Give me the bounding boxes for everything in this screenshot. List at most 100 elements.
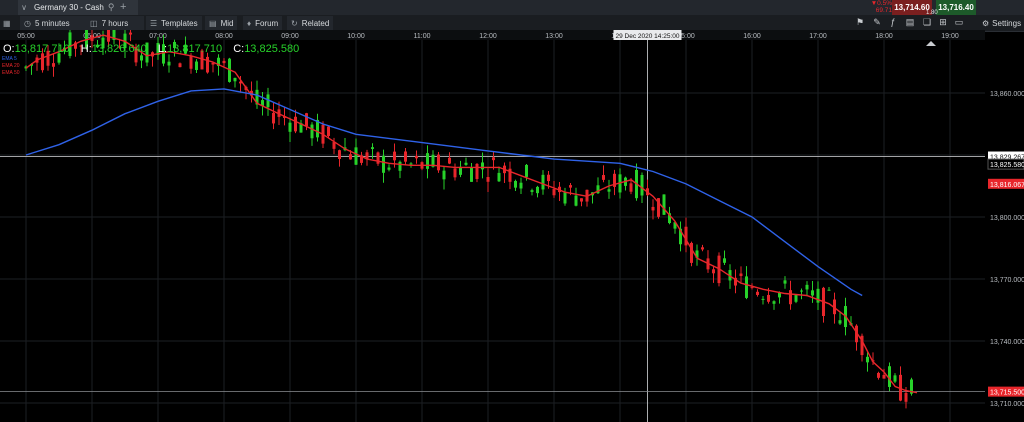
change-percent: 0.5% <box>877 0 892 7</box>
price-type-label: Mid <box>220 18 234 28</box>
x-tick-label: 13:00 <box>545 33 563 40</box>
candle-body <box>222 60 226 64</box>
compare-icon[interactable]: ⊞ <box>939 17 947 27</box>
candle-body <box>112 30 116 40</box>
scroll-marker-icon[interactable] <box>926 41 936 46</box>
layers-icon[interactable]: ❏ <box>922 17 932 27</box>
candle-body <box>552 189 556 196</box>
candle-body <box>387 167 391 170</box>
candle-body <box>310 124 314 139</box>
forum-icon: ♦ <box>247 18 252 28</box>
candle-body <box>393 151 396 161</box>
candle-body <box>184 45 187 54</box>
candle-body <box>431 154 435 167</box>
legend-item[interactable]: EMA 5 <box>2 56 17 62</box>
candle-body <box>470 167 473 182</box>
candle-body <box>327 126 330 137</box>
x-tick-label: 07:00 <box>149 33 167 40</box>
candle-body <box>426 153 429 169</box>
candle-body <box>145 42 149 63</box>
candle-body <box>800 290 803 292</box>
crosshair-time-label: 29 Dec 2020 14:25:00 <box>616 33 680 40</box>
candle-body <box>580 198 583 202</box>
x-tick-label: 09:00 <box>281 33 299 40</box>
candle-body <box>382 155 385 173</box>
candle-body <box>574 195 578 206</box>
candle-body <box>448 157 451 164</box>
y-tick-label: 13,800.000 <box>990 215 1024 222</box>
interval-select[interactable]: ◷ 5 minutes <box>20 16 90 30</box>
price-type-button[interactable]: ▤ Mid <box>205 16 238 30</box>
candle-body <box>354 147 358 165</box>
chart-line-icon: ∨ <box>21 3 27 12</box>
candle-body <box>239 81 242 84</box>
drawing-tools-icon[interactable]: ✎ <box>873 17 881 27</box>
x-tick-label: 15:00 <box>677 33 695 40</box>
candle-body <box>41 53 44 71</box>
candle-body <box>811 290 814 296</box>
price-axis-label-text: 13,715.500 <box>990 390 1024 397</box>
templates-label: Templates <box>161 18 198 28</box>
new-tab-button[interactable]: + <box>120 1 127 13</box>
candle-body <box>459 166 462 175</box>
related-button[interactable]: ↻ Related <box>287 16 334 30</box>
alert-bell-icon[interactable]: ⚑ <box>855 17 865 27</box>
low-value: 13,817.710 <box>167 43 223 55</box>
crosshair-time-box <box>613 30 682 40</box>
open-value: 13,817.710 <box>14 43 70 55</box>
series-line <box>25 34 918 394</box>
gear-icon: ⚙ <box>982 18 990 28</box>
chart-toolbar: ▦ ◷ 5 minutes ◫ 7 hours ☰ Templates ▤ Mid ♦ F… <box>0 15 1024 32</box>
candle-body <box>173 41 176 49</box>
forum-button[interactable]: ♦ Forum <box>243 16 283 30</box>
candle-body <box>602 175 605 180</box>
price-axis-label <box>988 386 1024 397</box>
candle-body <box>162 44 165 64</box>
instrument-title: Germany 30 - Cash <box>34 3 104 12</box>
search-icon[interactable]: ⚲ <box>107 2 115 12</box>
candle-body <box>57 53 61 63</box>
screenshot-icon[interactable]: ▭ <box>954 17 964 27</box>
candle-body <box>398 161 402 171</box>
candle-body <box>855 325 858 343</box>
candle-body <box>569 185 572 188</box>
menu-grid-button[interactable]: ▦ <box>3 16 15 30</box>
candle-body <box>563 192 567 204</box>
templates-icon: ☰ <box>150 18 158 28</box>
x-tick-label: 10:00 <box>347 33 365 40</box>
candle-body <box>690 242 693 263</box>
candle-body <box>107 30 110 42</box>
y-tick-label: 13,860.000 <box>990 91 1024 98</box>
candle-body <box>530 190 534 192</box>
candle-body <box>195 61 198 70</box>
indicators-icon[interactable]: ƒ <box>890 17 896 27</box>
candle-body <box>442 170 446 180</box>
candle-body <box>486 177 490 182</box>
buy-price-button[interactable]: 13,716.40 <box>936 0 976 15</box>
settings-button[interactable]: ⚙ Settings <box>982 15 1021 31</box>
candle-body <box>437 154 440 171</box>
instrument-tab[interactable]: ∨ Germany 30 - Cash ⚲ <box>18 0 138 15</box>
x-tick-label: 08:00 <box>215 33 233 40</box>
candle-body <box>640 175 644 196</box>
candle-body <box>772 301 776 304</box>
candle-body <box>607 189 611 192</box>
legend-item[interactable]: EMA 50 <box>2 70 20 76</box>
chart-type-icon[interactable]: ▤ <box>905 17 915 27</box>
price-chart[interactable]: 05:0006:0007:0008:0009:0010:0011:0012:00… <box>0 30 1024 422</box>
grid-icon: ▦ <box>3 18 11 28</box>
candle-body <box>101 37 105 49</box>
price-type-icon: ▤ <box>209 18 217 28</box>
candle-body <box>761 298 765 300</box>
candle-body <box>794 295 798 302</box>
x-tick-label: 19:00 <box>941 33 959 40</box>
candle-body <box>140 55 143 61</box>
candle-body <box>376 152 380 164</box>
period-select[interactable]: ◫ 7 hours <box>86 16 144 30</box>
templates-button[interactable]: ☰ Templates <box>146 16 202 30</box>
high-value: 13,826.640 <box>91 43 147 55</box>
legend-item[interactable]: EMA 20 <box>2 63 20 69</box>
candle-body <box>899 374 902 401</box>
price-axis-label <box>988 151 1024 162</box>
sell-price-button[interactable]: 13,714.60 <box>892 0 932 15</box>
